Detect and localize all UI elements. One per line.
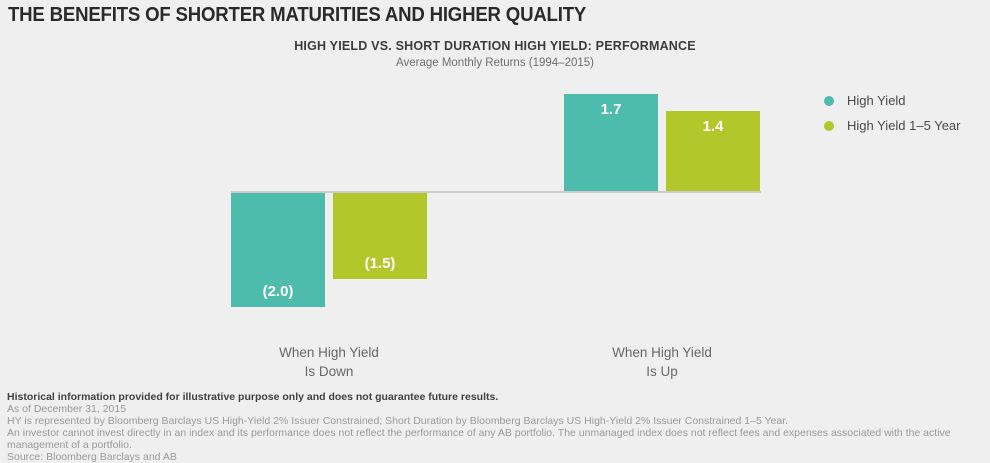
chart-legend: High Yield High Yield 1–5 Year	[824, 93, 960, 143]
legend-dot-high-yield-icon	[824, 95, 834, 106]
footnote-as-of: As of December 31, 2015	[7, 403, 127, 415]
x-axis-category-label: When High Yield Is Down	[279, 345, 379, 379]
bar-high-yield-1-5-year-up: 1.4	[666, 111, 760, 191]
footnote-index-note: HY is represented by Bloomberg Barclays …	[7, 415, 789, 427]
chart-title: HIGH YIELD VS. SHORT DURATION HIGH YIELD…	[294, 39, 696, 53]
legend-item-high-yield: High Yield	[824, 93, 960, 108]
legend-dot-high-yield-1-5-year-icon	[824, 120, 834, 131]
legend-label-high-yield-1-5-year: High Yield 1–5 Year	[847, 118, 961, 133]
bar-value-label: 1.4	[702, 118, 724, 135]
zero-axis-line	[231, 191, 761, 193]
footnote-source: Source: Bloomberg Barclays and AB	[7, 451, 177, 463]
legend-label-high-yield: High Yield	[847, 93, 906, 108]
chart-header: HIGH YIELD VS. SHORT DURATION HIGH YIELD…	[0, 39, 990, 69]
page-title: THE BENEFITS OF SHORTER MATURITIES AND H…	[8, 4, 587, 26]
x-axis-category-label: When High Yield Is Up	[612, 345, 712, 379]
bar-value-label: 1.7	[600, 101, 622, 118]
footnote-disclaimer: Historical information provided for illu…	[7, 391, 499, 403]
bar-high-yield-up: 1.7	[564, 94, 658, 191]
bar-value-label: (1.5)	[364, 255, 396, 272]
bar-value-label: (2.0)	[262, 283, 294, 300]
footnotes: Historical information provided for illu…	[7, 391, 983, 463]
bar-high-yield-down: (2.0)	[231, 193, 325, 307]
legend-item-high-yield-1-5-year: High Yield 1–5 Year	[824, 118, 960, 133]
footnote-investor-note: An investor cannot invest directly in an…	[7, 427, 951, 451]
chart-subtitle: Average Monthly Returns (1994–2015)	[396, 57, 594, 69]
bar-high-yield-1-5-year-down: (1.5)	[333, 193, 427, 279]
